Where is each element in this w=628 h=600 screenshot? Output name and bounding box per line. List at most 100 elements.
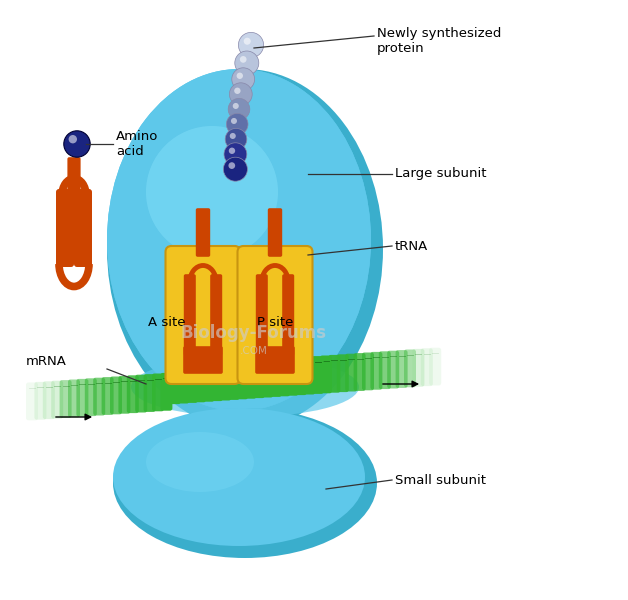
- Text: Large subunit: Large subunit: [395, 167, 487, 181]
- FancyBboxPatch shape: [211, 363, 223, 401]
- Circle shape: [224, 143, 247, 166]
- FancyBboxPatch shape: [256, 274, 268, 356]
- FancyBboxPatch shape: [237, 246, 313, 384]
- FancyBboxPatch shape: [286, 358, 298, 396]
- Text: mRNA: mRNA: [26, 355, 67, 368]
- Ellipse shape: [107, 69, 371, 411]
- FancyBboxPatch shape: [429, 348, 441, 385]
- FancyBboxPatch shape: [337, 354, 349, 392]
- Circle shape: [225, 128, 247, 150]
- Text: .COM: .COM: [240, 346, 268, 356]
- FancyBboxPatch shape: [269, 359, 281, 397]
- Circle shape: [232, 68, 254, 91]
- Circle shape: [228, 98, 250, 120]
- FancyBboxPatch shape: [26, 383, 38, 420]
- FancyBboxPatch shape: [210, 274, 222, 356]
- Ellipse shape: [107, 69, 371, 411]
- FancyBboxPatch shape: [295, 357, 307, 395]
- Text: Biology-Forums: Biology-Forums: [181, 324, 327, 342]
- FancyBboxPatch shape: [110, 377, 122, 414]
- FancyBboxPatch shape: [186, 365, 198, 403]
- Circle shape: [235, 51, 259, 75]
- Ellipse shape: [113, 408, 377, 558]
- FancyBboxPatch shape: [166, 246, 241, 384]
- FancyBboxPatch shape: [160, 373, 173, 410]
- Circle shape: [64, 131, 90, 157]
- Text: Newly synthesized
protein: Newly synthesized protein: [377, 27, 501, 55]
- FancyBboxPatch shape: [35, 382, 46, 420]
- FancyBboxPatch shape: [144, 374, 156, 412]
- Ellipse shape: [131, 357, 359, 417]
- FancyBboxPatch shape: [56, 189, 74, 267]
- FancyBboxPatch shape: [119, 376, 131, 414]
- Circle shape: [231, 118, 237, 124]
- FancyBboxPatch shape: [135, 374, 147, 413]
- Circle shape: [229, 83, 252, 106]
- FancyBboxPatch shape: [102, 377, 114, 415]
- Text: A site: A site: [148, 316, 186, 329]
- Text: P site: P site: [257, 316, 293, 329]
- FancyBboxPatch shape: [196, 208, 210, 257]
- Circle shape: [68, 135, 77, 143]
- FancyBboxPatch shape: [194, 364, 206, 402]
- FancyBboxPatch shape: [60, 380, 72, 418]
- FancyBboxPatch shape: [404, 349, 416, 388]
- Circle shape: [227, 113, 248, 135]
- Ellipse shape: [107, 69, 383, 429]
- FancyBboxPatch shape: [177, 365, 189, 403]
- FancyBboxPatch shape: [362, 352, 374, 391]
- FancyBboxPatch shape: [74, 189, 92, 267]
- FancyBboxPatch shape: [43, 382, 55, 419]
- FancyBboxPatch shape: [67, 157, 80, 200]
- FancyBboxPatch shape: [127, 376, 139, 413]
- FancyBboxPatch shape: [328, 355, 340, 393]
- FancyBboxPatch shape: [51, 381, 63, 419]
- Text: Small subunit: Small subunit: [395, 473, 486, 487]
- FancyBboxPatch shape: [184, 274, 196, 356]
- Ellipse shape: [146, 432, 254, 492]
- FancyBboxPatch shape: [183, 346, 223, 374]
- Circle shape: [230, 133, 236, 139]
- FancyBboxPatch shape: [413, 349, 425, 387]
- FancyBboxPatch shape: [387, 350, 399, 389]
- Text: tRNA: tRNA: [395, 239, 428, 253]
- FancyBboxPatch shape: [253, 360, 265, 398]
- FancyBboxPatch shape: [244, 361, 256, 398]
- FancyBboxPatch shape: [85, 379, 97, 416]
- Ellipse shape: [146, 126, 278, 258]
- FancyBboxPatch shape: [236, 361, 248, 400]
- Ellipse shape: [113, 408, 365, 546]
- FancyBboxPatch shape: [77, 379, 89, 416]
- FancyBboxPatch shape: [354, 353, 365, 391]
- FancyBboxPatch shape: [371, 352, 382, 390]
- Circle shape: [237, 73, 243, 79]
- FancyBboxPatch shape: [227, 362, 240, 400]
- Circle shape: [224, 157, 247, 181]
- FancyBboxPatch shape: [93, 378, 106, 415]
- Circle shape: [229, 148, 235, 154]
- FancyBboxPatch shape: [152, 373, 164, 412]
- Circle shape: [229, 162, 235, 169]
- Ellipse shape: [146, 126, 278, 258]
- Circle shape: [233, 103, 239, 109]
- FancyBboxPatch shape: [169, 366, 181, 404]
- FancyBboxPatch shape: [68, 379, 80, 418]
- Circle shape: [244, 38, 251, 45]
- FancyBboxPatch shape: [345, 354, 357, 392]
- FancyBboxPatch shape: [320, 355, 332, 394]
- FancyBboxPatch shape: [219, 362, 231, 401]
- FancyBboxPatch shape: [303, 356, 315, 395]
- Text: Amino
acid: Amino acid: [116, 130, 158, 158]
- FancyBboxPatch shape: [282, 274, 294, 356]
- FancyBboxPatch shape: [278, 359, 290, 396]
- FancyBboxPatch shape: [202, 364, 214, 402]
- FancyBboxPatch shape: [379, 351, 391, 389]
- Circle shape: [239, 32, 264, 58]
- FancyBboxPatch shape: [261, 359, 273, 397]
- Circle shape: [234, 88, 241, 94]
- FancyBboxPatch shape: [421, 348, 433, 386]
- FancyBboxPatch shape: [396, 350, 408, 388]
- FancyBboxPatch shape: [255, 346, 295, 374]
- Circle shape: [240, 56, 247, 63]
- FancyBboxPatch shape: [268, 208, 282, 257]
